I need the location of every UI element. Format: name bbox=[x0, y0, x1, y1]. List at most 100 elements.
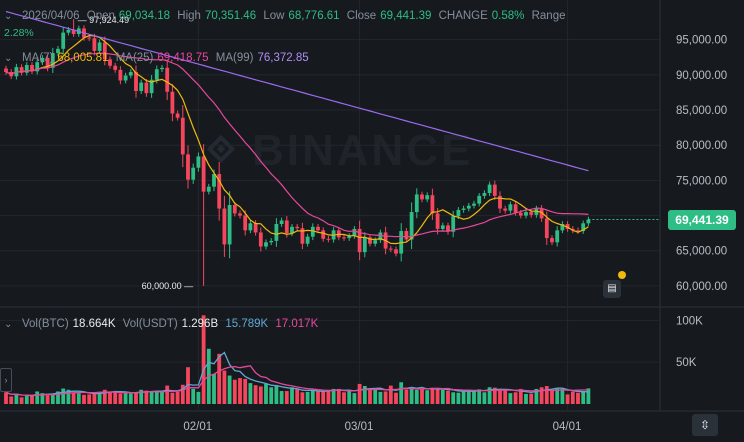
candle-body bbox=[113, 65, 118, 70]
candle-body bbox=[487, 184, 492, 194]
candle-body bbox=[388, 248, 393, 250]
ma7-value: 68,005.81 bbox=[57, 52, 109, 64]
vol-ma5-line bbox=[5, 351, 589, 397]
candle-body bbox=[160, 67, 164, 70]
binance-logo-icon bbox=[206, 134, 236, 164]
candle-body bbox=[50, 53, 55, 68]
volume-bar bbox=[290, 387, 294, 404]
volume-bar bbox=[518, 388, 523, 404]
volume-bar bbox=[451, 392, 456, 404]
candle-body bbox=[295, 226, 300, 229]
candle-body bbox=[576, 230, 580, 232]
volume-bar bbox=[435, 389, 440, 404]
volume-bar bbox=[295, 389, 300, 404]
candle-body bbox=[134, 72, 138, 92]
volume-bar bbox=[274, 385, 279, 404]
candle-body bbox=[581, 223, 586, 232]
candle-body bbox=[269, 240, 274, 243]
volume-bar bbox=[477, 389, 482, 404]
volume-bar bbox=[430, 387, 435, 404]
candle-body bbox=[196, 156, 201, 168]
candle-body bbox=[362, 237, 367, 253]
volume-bar bbox=[269, 387, 274, 404]
candle-body bbox=[373, 240, 378, 244]
price-tick-label: 60,000.00 bbox=[676, 281, 727, 293]
candle-body bbox=[565, 224, 570, 229]
volume-bar bbox=[128, 393, 133, 404]
candle-body bbox=[243, 215, 248, 231]
x-tick-label: 03/01 bbox=[345, 421, 374, 433]
candle-body bbox=[175, 113, 180, 118]
candle-body bbox=[430, 195, 435, 214]
candle-body bbox=[165, 67, 170, 92]
volume-bar bbox=[310, 390, 315, 404]
candle-body bbox=[440, 225, 445, 229]
candle-body bbox=[435, 213, 440, 229]
current-price-tag: 69,441.39 bbox=[668, 209, 736, 230]
candle-body bbox=[212, 174, 216, 187]
volume-bar bbox=[347, 391, 352, 404]
volume-bar bbox=[154, 391, 159, 404]
volume-bar bbox=[227, 375, 232, 404]
candle-body bbox=[30, 64, 34, 72]
chevron-down-icon[interactable]: ⌄ bbox=[4, 11, 13, 22]
candle-body bbox=[456, 209, 461, 217]
chevron-right-icon[interactable]: › bbox=[0, 368, 12, 392]
volume-bar bbox=[217, 353, 222, 404]
candle-body bbox=[201, 156, 206, 192]
volume-bar bbox=[123, 393, 128, 404]
close-value: 69,441.39 bbox=[380, 10, 432, 22]
candle-body bbox=[253, 223, 258, 233]
candle-body bbox=[102, 42, 107, 60]
candle-body bbox=[342, 237, 346, 239]
chevron-down-icon[interactable]: ⌄ bbox=[4, 53, 13, 64]
vol-ma10-line bbox=[5, 365, 589, 396]
volume-bar bbox=[191, 388, 196, 404]
candle-body bbox=[326, 238, 331, 240]
volume-bar bbox=[35, 391, 40, 404]
candle-body bbox=[56, 48, 60, 54]
candle-body bbox=[586, 219, 591, 224]
candle-body bbox=[149, 79, 154, 94]
volume-bar bbox=[550, 389, 554, 404]
volume-bar bbox=[45, 395, 50, 404]
volume-bar bbox=[461, 390, 466, 404]
pin-icon[interactable]: ▤ bbox=[603, 280, 621, 298]
volume-bar bbox=[66, 389, 71, 404]
low-annotation: 60,000.00 — bbox=[142, 281, 194, 291]
volume-bar bbox=[326, 389, 331, 404]
price-tick-label: 85,000.00 bbox=[676, 105, 727, 117]
volume-bar bbox=[279, 391, 284, 404]
candle-body bbox=[472, 203, 476, 206]
volume-bar bbox=[352, 393, 357, 404]
volume-tick-label: 100K bbox=[676, 315, 703, 327]
volume-bar bbox=[534, 388, 539, 404]
candle-body bbox=[45, 57, 50, 68]
candle-body bbox=[144, 82, 149, 94]
ma99-line bbox=[5, 10, 589, 172]
volume-bar bbox=[487, 387, 492, 404]
candle-body bbox=[347, 235, 352, 239]
candle-body bbox=[305, 236, 310, 244]
ma25-value: 69,418.75 bbox=[157, 52, 209, 64]
candle-body bbox=[35, 62, 40, 72]
candle-body bbox=[446, 225, 450, 232]
volume-bar bbox=[50, 393, 55, 404]
candle-body bbox=[529, 212, 534, 215]
volume-bar bbox=[586, 388, 591, 404]
auto-scale-icon[interactable]: ⇳ bbox=[692, 414, 718, 436]
candle-body bbox=[508, 204, 513, 211]
candle-body bbox=[404, 231, 409, 240]
volume-bar bbox=[97, 391, 102, 404]
candle-body bbox=[97, 42, 102, 51]
volume-bar bbox=[440, 389, 445, 404]
volume-bar bbox=[149, 391, 154, 404]
price-tick-label: 75,000.00 bbox=[676, 175, 727, 187]
volume-bar bbox=[144, 390, 149, 404]
vol-usdt-value: 1.296B bbox=[181, 318, 219, 330]
chevron-down-icon[interactable]: ⌄ bbox=[4, 319, 13, 330]
volume-bar bbox=[576, 392, 580, 404]
ma25-line bbox=[5, 52, 589, 238]
watermark: BINANCE bbox=[252, 126, 474, 175]
